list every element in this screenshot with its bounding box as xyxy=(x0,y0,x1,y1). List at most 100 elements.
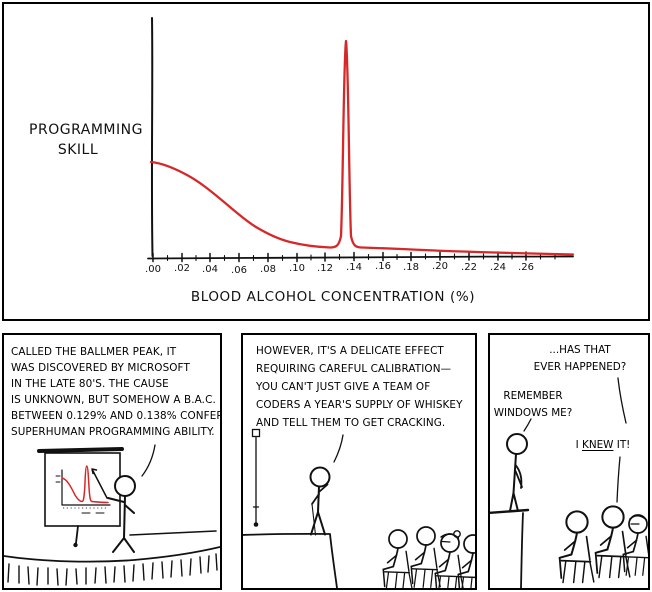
tick-label: .04 xyxy=(202,264,218,275)
easel-leg xyxy=(75,525,79,544)
tick-label: .10 xyxy=(289,263,305,274)
panel2-caption: HOWEVER, IT'S A DELICATE EFFECT REQUIRIN… xyxy=(256,342,463,432)
stage-surface-edge xyxy=(129,530,217,536)
caption-line: CALLED THE BALLMER PEAK, IT xyxy=(11,346,177,358)
hair-fringe xyxy=(440,533,460,539)
ballmer-peak-chart: .00 .02 .04 .06 .08 .10 .12 .14 .16 .18 … xyxy=(29,17,575,305)
audience-member xyxy=(558,510,595,584)
mini-chart-ylabels xyxy=(55,475,61,483)
mini-chart-axes xyxy=(61,469,111,506)
presenter-body xyxy=(512,453,517,494)
x-tick-labels: .00 .02 .04 .06 .08 .10 .12 .14 .16 .18 … xyxy=(145,261,534,276)
podium xyxy=(490,508,530,588)
tick-label: .06 xyxy=(231,265,247,276)
stage-platform xyxy=(243,532,338,588)
x-axis xyxy=(147,255,574,260)
tick-label: .26 xyxy=(518,262,534,273)
presenter-legs xyxy=(112,537,135,553)
chart-panel: .00 .02 .04 .06 .08 .10 .12 .14 .16 .18 … xyxy=(2,2,650,321)
tick-label: .12 xyxy=(317,263,333,274)
comic-panel-3: ...HAS THAT EVER HAPPENED? REMEMBER WIND… xyxy=(488,333,650,590)
audience-reaction: I KNEW IT! xyxy=(558,437,648,454)
caption-line: ...HAS THAT xyxy=(549,344,611,356)
comic-panel-1: CALLED THE BALLMER PEAK, IT WAS DISCOVER… xyxy=(2,333,222,590)
audience-member-hair-details xyxy=(629,515,648,525)
mic-head xyxy=(251,428,261,438)
caption-line: WAS DISCOVERED BY MICROSOFT xyxy=(11,362,190,374)
caption-line: REMEMBER xyxy=(503,390,563,402)
presenter-legs xyxy=(509,492,519,512)
presenter-answer: REMEMBER WINDOWS ME? xyxy=(490,388,576,422)
easel-foot xyxy=(73,542,78,548)
y-axis-label-line1: PROGRAMMING xyxy=(29,122,143,138)
speech-line xyxy=(333,434,344,463)
hair-fringe xyxy=(629,515,648,521)
presenter-legs xyxy=(310,511,326,536)
caption-line: BETWEEN 0.129% AND 0.138% CONFERS xyxy=(11,410,222,422)
panel1-art xyxy=(4,444,220,586)
mic-base xyxy=(253,522,259,527)
caption-line: IN THE LATE 80'S. THE CAUSE xyxy=(11,378,169,390)
glasses xyxy=(441,540,451,543)
caption-line: AND TELL THEM TO GET CRACKING. xyxy=(256,417,446,429)
caption-line: WINDOWS ME? xyxy=(493,407,573,419)
presenter-figure xyxy=(309,466,331,536)
tick-label: .02 xyxy=(174,263,190,274)
speech-line-reaction xyxy=(616,456,621,503)
reaction-pre: I xyxy=(575,439,583,451)
caption-line: YOU CAN'T JUST GIVE A TEAM OF xyxy=(256,381,431,393)
stage-hatching xyxy=(7,553,218,586)
speech-line-answer xyxy=(523,418,532,432)
caption-line: REQUIRING CAREFUL CALIBRATION— xyxy=(256,363,452,375)
caption-line: CODERS A YEAR'S SUPPLY OF WHISKEY xyxy=(256,399,463,411)
audience-member-partial xyxy=(457,534,475,588)
presenter-head xyxy=(506,433,528,455)
presenter-body xyxy=(317,485,320,513)
mini-skill-curve xyxy=(61,465,109,504)
tick-label: .24 xyxy=(490,262,506,273)
stage-front-edge xyxy=(4,546,220,563)
caption-line: EVER HAPPENED? xyxy=(533,361,627,373)
mic-stand xyxy=(251,428,261,527)
x-axis-major-ticks xyxy=(152,251,527,263)
easel-top-bar xyxy=(37,447,124,453)
tick-label: .18 xyxy=(403,262,419,273)
tick-label: .20 xyxy=(432,261,448,272)
presenter-pointer xyxy=(311,503,317,536)
presenter-head xyxy=(114,475,136,497)
presenter-arms xyxy=(514,464,523,489)
reaction-post: IT! xyxy=(613,439,631,451)
audience-question: ...HAS THAT EVER HAPPENED? xyxy=(522,342,638,376)
presenter-head xyxy=(309,466,331,488)
x-axis-label: BLOOD ALCOHOL CONCENTRATION (%) xyxy=(191,289,475,305)
presenter-body xyxy=(123,495,126,539)
panel1-caption: CALLED THE BALLMER PEAK, IT WAS DISCOVER… xyxy=(11,344,222,440)
reaction-underlined: KNEW xyxy=(582,439,614,451)
tick-label: .14 xyxy=(346,262,362,273)
presenter-arms xyxy=(107,497,135,514)
tick-label: .00 xyxy=(145,264,161,275)
comic-panel-2: HOWEVER, IT'S A DELICATE EFFECT REQUIRIN… xyxy=(241,333,477,590)
speech-line-question xyxy=(617,377,627,424)
y-axis-label-line2: SKILL xyxy=(58,142,98,158)
podium-edge xyxy=(520,512,524,588)
panel3-art xyxy=(490,377,648,588)
audience-member xyxy=(382,529,414,588)
presenter-arms xyxy=(311,483,329,505)
tick-label: .22 xyxy=(461,262,477,273)
caption-line: SUPERHUMAN PROGRAMMING ABILITY. xyxy=(11,426,215,438)
speech-line xyxy=(141,444,156,477)
tick-label: .08 xyxy=(260,264,276,275)
tick-label: .16 xyxy=(375,261,391,272)
x-axis-minor-ticks xyxy=(166,253,556,262)
presenter-figure xyxy=(107,475,136,553)
presenter-figure xyxy=(506,433,528,512)
pointer-stick xyxy=(91,468,108,499)
flipchart-paper xyxy=(44,452,121,527)
audience-member-bun-details xyxy=(440,530,461,543)
skill-curve xyxy=(149,39,575,256)
caption-line: HOWEVER, IT'S A DELICATE EFFECT xyxy=(256,345,444,357)
caption-line: IS UNKNOWN, BUT SOMEHOW A B.A.C. xyxy=(11,394,216,406)
podium-top xyxy=(490,508,530,515)
